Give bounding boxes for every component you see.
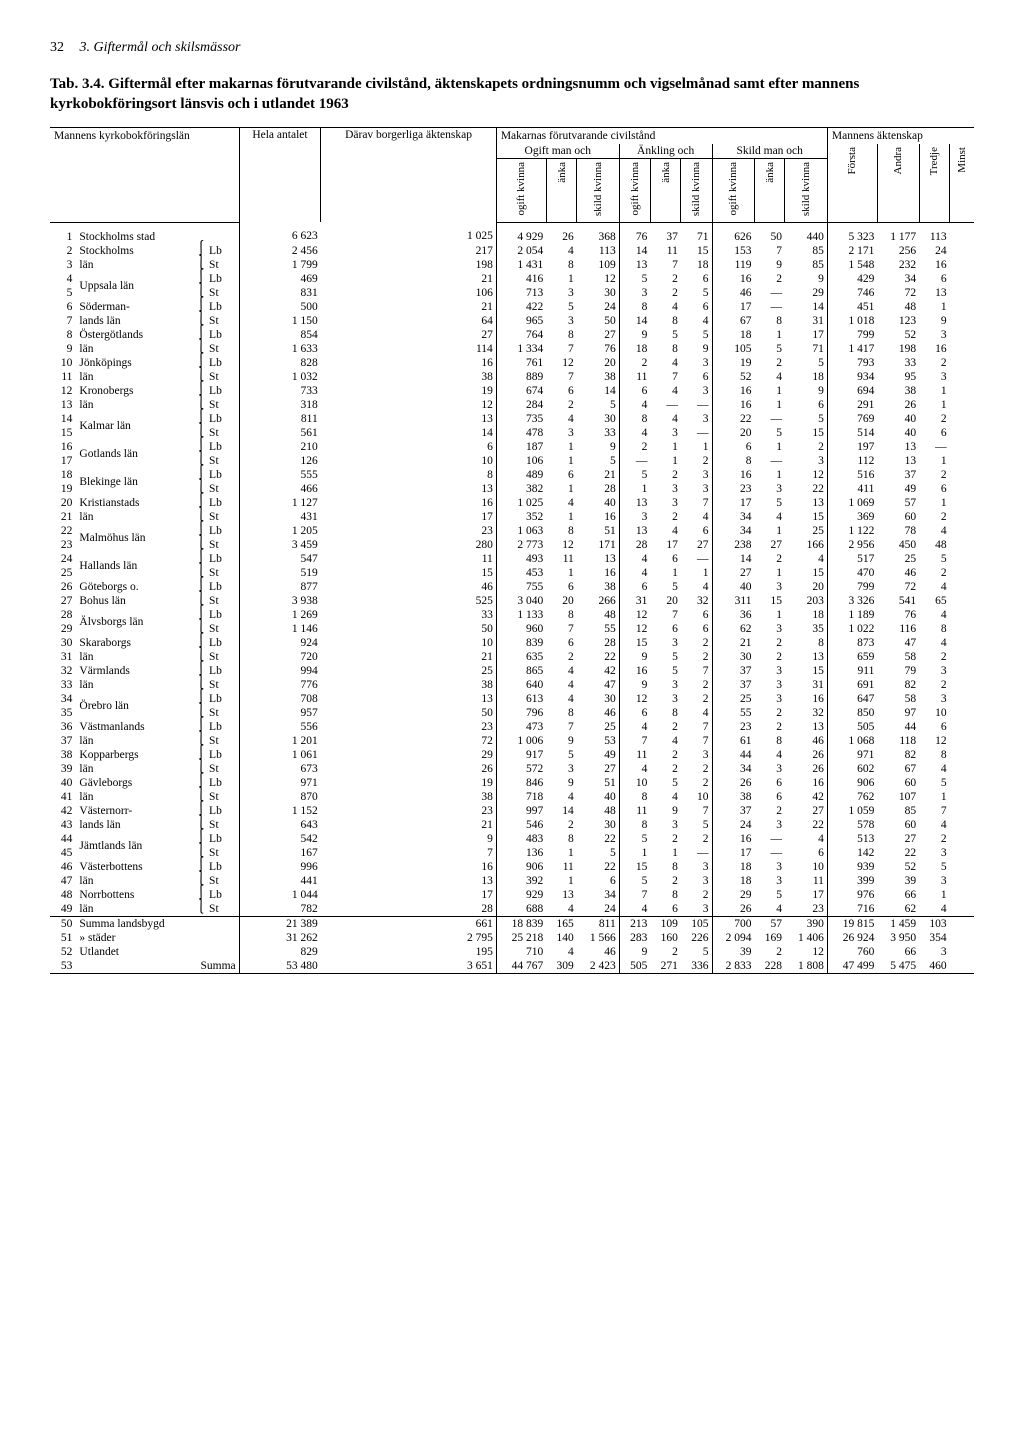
table-row: 16Gotlands län⎰Lb21061871921161219713— (50, 440, 974, 454)
table-row: 31län⎱St7202163522295230213659582 (50, 650, 974, 664)
table-title: Tab. 3.4. Giftermål efter makarnas förut… (50, 74, 974, 115)
table-row: 3län⎱St1 7991981 4318109137181199851 548… (50, 258, 974, 272)
col-darav: Därav bor­ger­liga äkten­skap (321, 127, 497, 222)
table-row: 39län⎱St6732657232742234326602674 (50, 762, 974, 776)
col-andra: Andra (892, 145, 904, 177)
section-title: 3. Giftermål och skilsmässor (80, 40, 241, 55)
table-row: 44Jämtlands län⎰Lb542948382252216—451327… (50, 832, 974, 846)
title-text: Giftermål efter makarnas förutvarande ci… (50, 76, 859, 112)
page-number: 32 (50, 40, 64, 55)
table-row: 47län⎱St441133921652318311399393 (50, 874, 974, 888)
table-header: Mannens kyrkobok­föringslän Hela an­tale… (50, 127, 974, 222)
sub-skildkv-3: skild kvinna (800, 160, 812, 218)
table-row: 30Skaraborgs⎰Lb9241083962815322128873474 (50, 636, 974, 650)
sub-ogiftkv-1: ogift kvinna (515, 160, 527, 217)
col-mannens: Mannens äktenskap (827, 127, 974, 144)
table-row: 48Norrbottens⎰Lb1 0441792913347822951797… (50, 888, 974, 902)
sub-anka-3: änka (764, 160, 776, 185)
table-row: 26Göteborgs o.⎰Lb87746755638654403207997… (50, 580, 974, 594)
sub-ogiftkv-2: ogift kvinna (629, 160, 641, 217)
col-ogift-man: Ogift man och (496, 144, 619, 159)
col-hela: Hela an­talet (239, 127, 321, 222)
table-row: 4Uppsala län⎰Lb469214161125261629429346 (50, 272, 974, 286)
table-row: 8Östergötlands⎰Lb85427764827955181177995… (50, 328, 974, 342)
table-row: 2Stockholms⎰Lb2 4562172 0544113141115153… (50, 244, 974, 258)
sub-skildkv-1: skild kvinna (592, 160, 604, 218)
table-row: 37län⎱St1 201721 006953747618461 0681181… (50, 734, 974, 748)
table-row: 18Blekinge län⎰Lb55584896215231611251637… (50, 468, 974, 482)
table-row: 10Jönköpings⎰Lb8281676112202431925793332 (50, 356, 974, 370)
summary-row: 51» städer31 2622 79525 2181401 56628316… (50, 931, 974, 945)
table-row: 42Västernorr-⎰Lb1 1522399714481197372271… (50, 804, 974, 818)
table-row: 24Hallands län⎰Lb54711493111346—14245172… (50, 552, 974, 566)
table-row: 13län⎱St31812284254——1616291261 (50, 398, 974, 412)
sub-skildkv-2: skild kvinna (690, 160, 702, 218)
table-row: 11län⎱St1 03238889738117652418934953 (50, 370, 974, 384)
statistics-table: Mannens kyrkobok­föringslän Hela an­tale… (50, 127, 974, 974)
table-row: 32Värmlands⎰Lb99425865442165737315911793 (50, 664, 974, 678)
sub-anka-2: änka (660, 160, 672, 185)
table-row: 9län⎱St1 6331141 33477618891055711 41719… (50, 342, 974, 356)
col-skild-man: Skild man och (712, 144, 827, 159)
sub-anka-1: änka (556, 160, 568, 185)
col-forsta: Första (846, 145, 858, 177)
table-row: 34Örebro län⎰Lb7081361343012322531664758… (50, 692, 974, 706)
table-row: 21län⎱St4311735211632434415369602 (50, 510, 974, 524)
col-tredje: Tredje (928, 145, 940, 177)
table-row: 12Kronobergs⎰Lb733196746146431619694381 (50, 384, 974, 398)
table-row: 14Kalmar län⎰Lb8111373543084322—5769402 (50, 412, 974, 426)
table-number: Tab. 3.4. (50, 76, 104, 92)
table-row: 38Kopparbergs⎰Lb1 0612991754911234442697… (50, 748, 974, 762)
table-row: 6Söderman-⎰Lb5002142252484617—14451481 (50, 300, 974, 314)
summary-row: 53Summa53 4803 65144 7673092 42350527133… (50, 959, 974, 974)
table-row: 46Västerbottens⎰Lb9961690611221583183109… (50, 860, 974, 874)
table-body: 1Stockholms stad6 6231 0254 929263687637… (50, 222, 974, 973)
table-row: 41län⎱St870387184408410386427621071 (50, 790, 974, 804)
table-row: 40Gävleborgs⎰Lb9711984695110522661690660… (50, 776, 974, 790)
col-region: Mannens kyrkobok­föringslän (50, 127, 239, 158)
table-row: 1Stockholms stad6 6231 0254 929263687637… (50, 222, 974, 244)
summary-row: 50Summa landsbygd21 38966118 83916581121… (50, 916, 974, 931)
table-row: 49län⎱St7822868842446326423716624 (50, 902, 974, 917)
col-makarnas: Makarnas förutvarande civilstånd (496, 127, 827, 144)
summary-row: 52Utlandet82919571044692539212760663 (50, 945, 974, 959)
sub-ogiftkv-3: ogift kvinna (727, 160, 739, 217)
table-row: 27Bohus län⎱St3 9385253 0402026631203231… (50, 594, 974, 608)
page-header: 32 3. Giftermål och skilsmässor (50, 40, 974, 56)
table-row: 36Västmanlands⎰Lb55623473725427232135054… (50, 720, 974, 734)
table-row: 7lands län⎱St1 150649653501484678311 018… (50, 314, 974, 328)
col-minst: Minst (956, 145, 968, 175)
table-row: 33län⎱St7763864044793237331691822 (50, 678, 974, 692)
table-row: 22Malmöhus län⎰Lb1 205231 06385113463412… (50, 524, 974, 538)
table-row: 43lands län⎱St6432154623083524322578604 (50, 818, 974, 832)
col-ankling: Änkling och (619, 144, 712, 159)
table-row: 20Kristianstads⎰Lb1 127161 0254401337175… (50, 496, 974, 510)
table-row: 28Älvsborgs län⎰Lb1 269331 1338481276361… (50, 608, 974, 622)
